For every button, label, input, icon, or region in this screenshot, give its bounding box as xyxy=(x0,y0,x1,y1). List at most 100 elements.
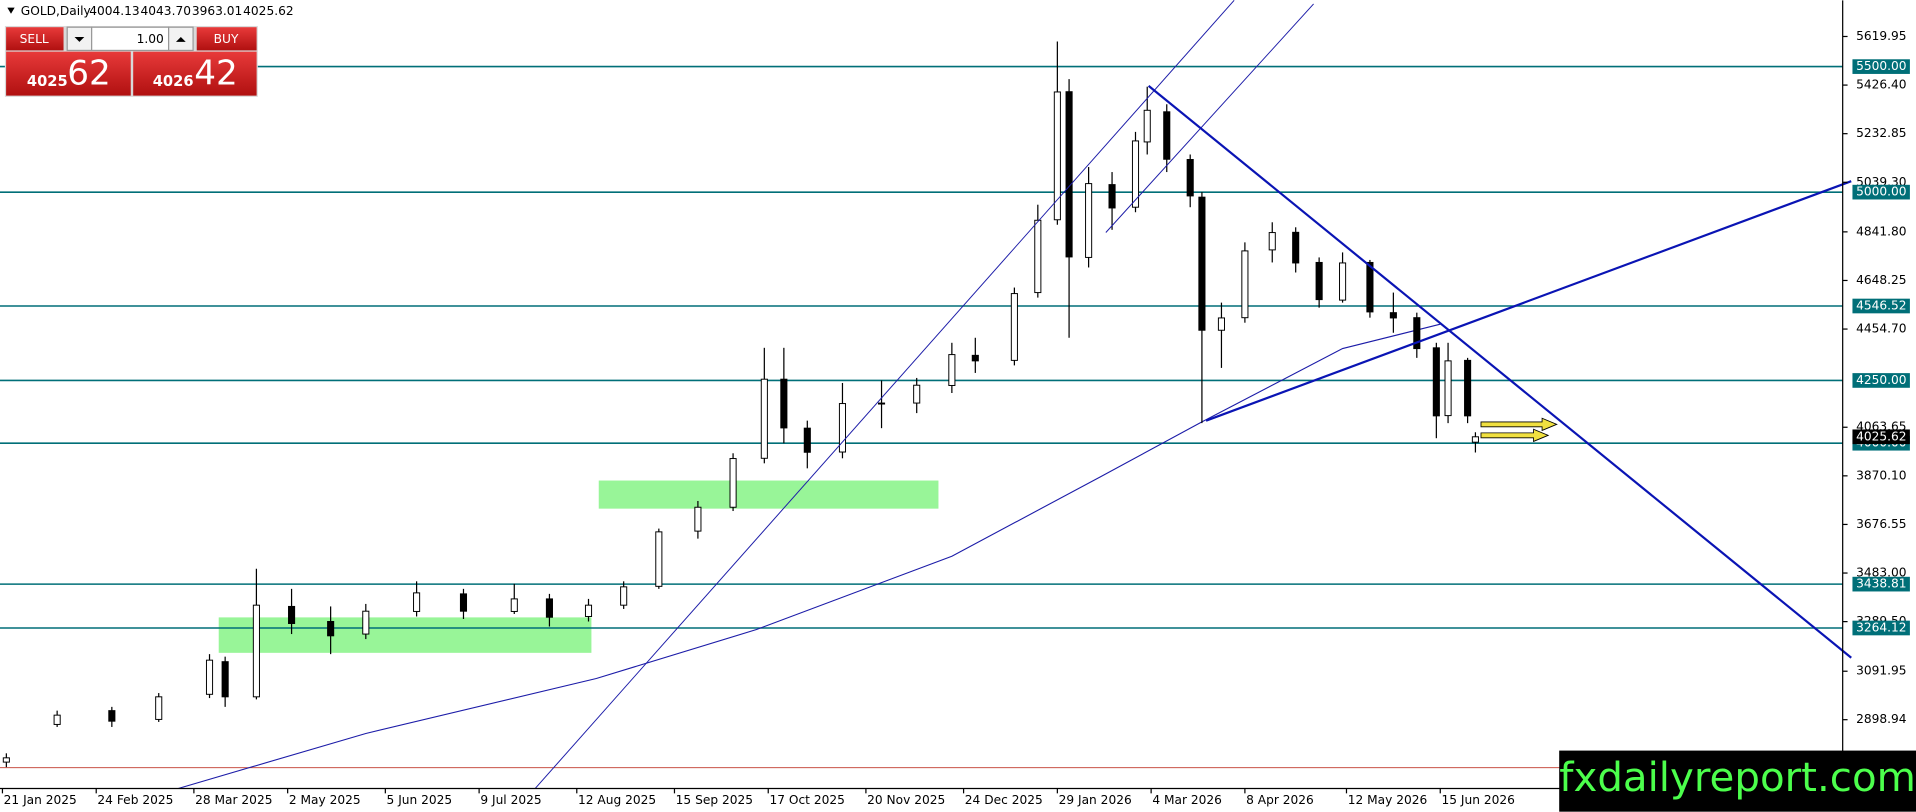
bid-pips: 62 xyxy=(67,53,111,93)
candle-body xyxy=(327,621,335,637)
candle-body xyxy=(1432,347,1440,417)
candle-body xyxy=(1163,111,1171,160)
candle-body xyxy=(1198,196,1206,331)
level-label-box xyxy=(1852,184,1910,200)
annotations-front xyxy=(534,0,1852,789)
x-tick-label: 2 May 2025 xyxy=(289,793,361,807)
bid-box[interactable] xyxy=(6,51,131,96)
axis-labels: 5619.955426.405232.855039.304841.804648.… xyxy=(1,29,1910,807)
candle-body xyxy=(545,598,553,618)
candle-body xyxy=(1053,91,1061,221)
level-label-box xyxy=(1852,576,1910,592)
levels xyxy=(0,65,1843,629)
y-tick-label: 5232.85 xyxy=(1856,126,1906,140)
candle-body xyxy=(1389,312,1397,319)
candle-body xyxy=(838,403,847,453)
ask-box[interactable] xyxy=(133,51,257,96)
candle-body xyxy=(1108,184,1116,209)
x-tick-label: 28 Mar 2025 xyxy=(195,793,272,807)
candle-body xyxy=(655,531,663,587)
ohlc-open: 4004.13 xyxy=(89,4,139,18)
down-arrow xyxy=(74,36,85,42)
candles xyxy=(2,41,1479,768)
buy-button[interactable] xyxy=(196,27,257,51)
y-tick-label: 4454.70 xyxy=(1856,322,1906,336)
candle-body xyxy=(620,586,628,606)
level-label: 4250.00 xyxy=(1856,373,1906,387)
x-tick-label: 15 Jun 2026 xyxy=(1441,793,1514,807)
channel-line xyxy=(534,0,1235,789)
candle-body xyxy=(1464,359,1472,417)
ask-main: 4026 xyxy=(153,73,194,90)
candle-body xyxy=(1268,232,1276,251)
candle-body xyxy=(1241,250,1249,319)
candle-body xyxy=(1444,360,1452,417)
x-tick-label: 9 Jul 2025 xyxy=(480,793,541,807)
candle-body xyxy=(2,757,10,763)
y-tick-label: 3870.10 xyxy=(1856,468,1906,482)
trend-line xyxy=(1205,180,1852,422)
candle-body xyxy=(1217,317,1225,331)
y-tick-label: 3676.55 xyxy=(1856,517,1906,531)
x-tick-label: 24 Dec 2025 xyxy=(965,793,1043,807)
annotations-back xyxy=(0,480,1843,769)
candle-body xyxy=(362,610,370,635)
sell-label: SELL xyxy=(20,32,49,46)
candle-body xyxy=(53,714,61,725)
candle-body xyxy=(1292,231,1300,264)
candle-body xyxy=(1010,293,1018,361)
candle-body xyxy=(948,354,956,386)
level-label: 3264.12 xyxy=(1856,620,1906,634)
candle-body xyxy=(1366,261,1374,313)
level-label: 3438.81 xyxy=(1856,577,1906,591)
x-tick-label: 24 Feb 2025 xyxy=(97,793,173,807)
level-label-box xyxy=(1852,620,1910,636)
y-tick-label: 5426.40 xyxy=(1856,78,1906,92)
symbol: GOLD,Daily xyxy=(21,4,91,18)
price-label: 4025.62 xyxy=(1856,429,1906,443)
x-tick-label: 15 Sep 2025 xyxy=(676,793,753,807)
sell-button[interactable] xyxy=(6,27,64,51)
candle-body xyxy=(971,354,979,362)
candle-body xyxy=(1065,91,1073,258)
moving-average xyxy=(178,323,1441,789)
channel-line xyxy=(1105,3,1314,233)
price-label-box xyxy=(1852,429,1910,445)
y-tick-label: 2898.94 xyxy=(1856,712,1907,726)
x-tick-label: 12 Aug 2025 xyxy=(578,793,656,807)
y-tick-label: 4841.80 xyxy=(1856,224,1906,238)
candle-body xyxy=(1413,317,1421,350)
y-tick-label: 5619.95 xyxy=(1856,29,1906,43)
candle-body xyxy=(1131,140,1140,208)
y-tick-label: 4648.25 xyxy=(1856,273,1906,287)
support-zone xyxy=(598,480,939,509)
candle-body xyxy=(221,661,229,698)
candle-body xyxy=(459,593,468,612)
ohlc-high: 4043.70 xyxy=(141,4,191,18)
candle-body xyxy=(155,696,163,720)
x-tick-label: 21 Jan 2025 xyxy=(4,793,77,807)
x-tick-label: 8 Apr 2026 xyxy=(1246,793,1314,807)
x-tick-label: 12 May 2026 xyxy=(1348,793,1428,807)
candle-body xyxy=(913,384,921,404)
candle-body xyxy=(108,710,116,722)
x-tick-label: 20 Nov 2025 xyxy=(867,793,945,807)
level-label: 4546.52 xyxy=(1856,299,1906,313)
candle-body xyxy=(729,458,737,508)
bid-main: 4025 xyxy=(27,73,68,90)
support-zone xyxy=(218,617,592,653)
candle-body xyxy=(1143,109,1151,143)
candle-body xyxy=(1186,159,1194,197)
candle-body xyxy=(1085,183,1093,258)
candle-body xyxy=(205,659,214,695)
header: GOLD,Daily 4004.13 4043.70 3963.01 4025.… xyxy=(7,4,294,18)
lot-value: 1.00 xyxy=(137,32,164,46)
candle-body xyxy=(510,598,518,612)
ohlc-close: 4025.62 xyxy=(243,4,293,18)
trade-panel: SELL 1.00 BUY 4025 62 4026 42 xyxy=(4,25,258,97)
ask-pips: 42 xyxy=(194,53,238,93)
candle-body xyxy=(803,427,811,453)
y-tick-label: 3483.00 xyxy=(1856,566,1906,580)
candle-body xyxy=(780,378,788,429)
